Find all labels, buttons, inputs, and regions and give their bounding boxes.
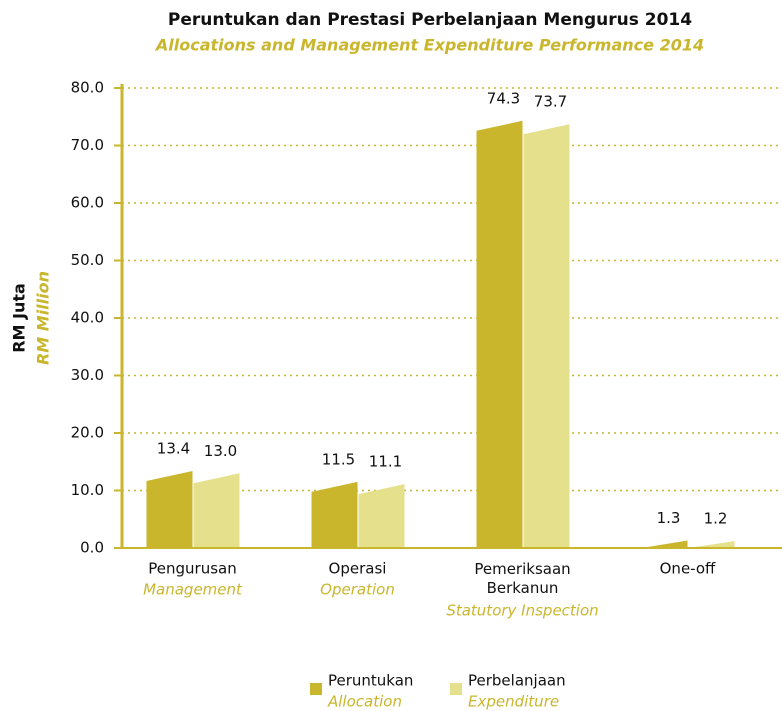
bar xyxy=(193,473,240,548)
bar xyxy=(358,484,405,548)
y-tick-label: 30.0 xyxy=(71,366,104,384)
value-label: 13.4 xyxy=(157,439,190,457)
value-label: 74.3 xyxy=(487,89,520,107)
value-label: 1.2 xyxy=(704,510,728,528)
bar xyxy=(688,541,735,548)
x-tick-label-en: Statutory Inspection xyxy=(446,602,598,620)
y-tick-label: 10.0 xyxy=(71,481,104,499)
x-tick-label: Pengurusan xyxy=(148,560,236,578)
value-label: 11.5 xyxy=(322,450,355,468)
bar xyxy=(146,470,193,548)
y-axis-label: RM Juta xyxy=(10,283,29,353)
bar xyxy=(523,124,570,548)
value-label: 73.7 xyxy=(534,93,567,111)
value-label: 11.1 xyxy=(369,453,402,471)
y-tick-label: 40.0 xyxy=(71,309,104,327)
legend-label-en: Allocation xyxy=(327,693,402,711)
bar xyxy=(641,540,688,548)
legend-label: Perbelanjaan xyxy=(468,672,566,690)
x-tick-label: One-off xyxy=(660,560,716,578)
y-tick-label: 50.0 xyxy=(71,251,104,269)
y-tick-label: 20.0 xyxy=(71,424,104,442)
value-label: 1.3 xyxy=(657,509,681,527)
y-tick-label: 80.0 xyxy=(71,79,104,97)
x-tick-label: Pemeriksaan Berkanun xyxy=(474,560,570,597)
bar xyxy=(311,481,358,548)
legend-swatch xyxy=(310,683,322,695)
value-label: 13.0 xyxy=(204,442,237,460)
x-tick-label-en: Operation xyxy=(320,581,395,599)
x-tick-label: Operasi xyxy=(329,560,387,578)
chart-subtitle: Allocations and Management Expenditure P… xyxy=(154,36,704,55)
legend-label: Peruntukan xyxy=(328,672,413,690)
chart-title: Peruntukan dan Prestasi Perbelanjaan Men… xyxy=(168,10,692,30)
x-tick-label-en: Management xyxy=(143,581,243,599)
y-axis-label-en: RM Million xyxy=(34,271,53,365)
y-tick-label: 0.0 xyxy=(80,539,104,557)
bar xyxy=(476,120,523,549)
legend-swatch xyxy=(450,683,462,695)
legend-label-en: Expenditure xyxy=(468,693,559,711)
y-tick-label: 60.0 xyxy=(71,194,104,212)
y-tick-label: 70.0 xyxy=(71,136,104,154)
